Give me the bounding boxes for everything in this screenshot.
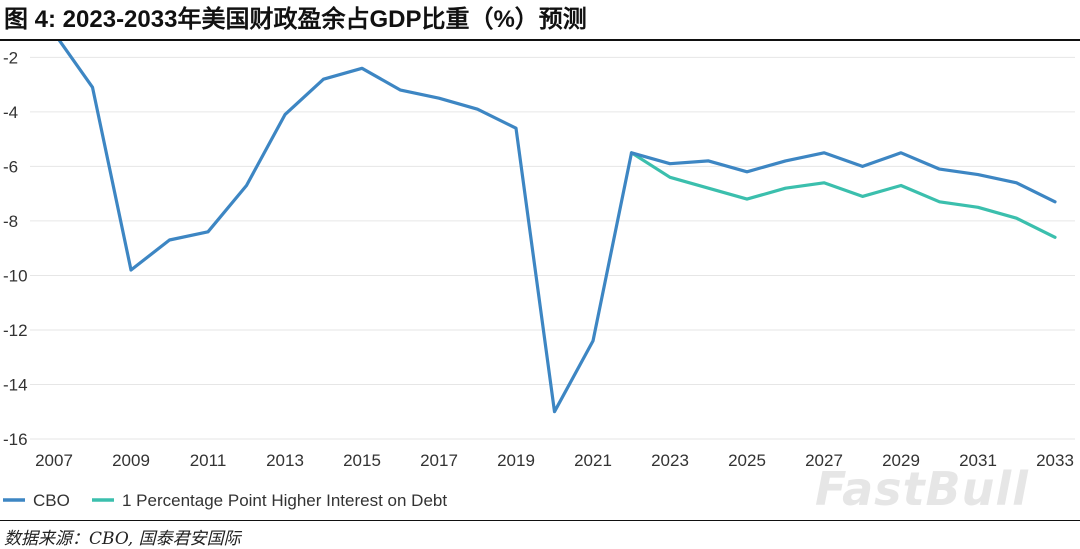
y-tick-label: -6 <box>3 157 18 176</box>
x-axis-ticks: 2007 2009 2011 2013 2015 2017 2019 2021 2023 2025… <box>35 451 1074 470</box>
x-tick-label: 2031 <box>959 451 997 470</box>
x-tick-label: 2017 <box>420 451 458 470</box>
series-line-1 <box>629 151 1057 239</box>
page-title: 图 4: 2023-2033年美国财政盈余占GDP比重（%）预测 <box>4 6 587 33</box>
x-tick-label: 2009 <box>112 451 150 470</box>
source-note: 数据来源：CBO, 国泰君安国际 <box>4 529 241 549</box>
y-axis-ticks: -2 -4 -6 -8 -10 -12 -14 -16 <box>3 48 28 449</box>
title-divider <box>0 39 1080 41</box>
watermark-logo: FastBull <box>815 462 1029 516</box>
y-tick-label: -4 <box>3 103 18 122</box>
y-tick-label: -2 <box>3 48 18 67</box>
legend-label: 1 Percentage Point Higher Interest on De… <box>122 491 447 510</box>
x-tick-label: 2011 <box>190 451 227 470</box>
footer-divider <box>0 520 1080 521</box>
x-tick-label: 2023 <box>651 451 689 470</box>
y-tick-label: -16 <box>3 430 28 449</box>
line-chart: -2 -4 -6 -8 -10 -12 -14 -16 2007 2009 2011 2013 201… <box>3 41 1075 510</box>
x-tick-label: 2021 <box>574 451 612 470</box>
y-tick-label: -12 <box>3 321 28 340</box>
legend-label: CBO <box>33 491 70 510</box>
y-tick-label: -14 <box>3 375 28 394</box>
y-tick-label: -8 <box>3 212 18 231</box>
x-tick-label: 2015 <box>343 451 381 470</box>
x-tick-label: 2033 <box>1036 451 1074 470</box>
x-tick-label: 2025 <box>728 451 766 470</box>
x-tick-label: 2013 <box>266 451 304 470</box>
x-tick-label: 2027 <box>805 451 843 470</box>
series-lines <box>57 41 1057 414</box>
series-line-0 <box>57 41 1057 414</box>
x-tick-label: 2007 <box>35 451 73 470</box>
x-tick-label: 2019 <box>497 451 535 470</box>
x-tick-label: 2029 <box>882 451 920 470</box>
gridlines <box>30 56 1075 440</box>
y-tick-label: -10 <box>3 266 28 285</box>
legend: CBO 1 Percentage Point Higher Interest on… <box>3 491 447 510</box>
